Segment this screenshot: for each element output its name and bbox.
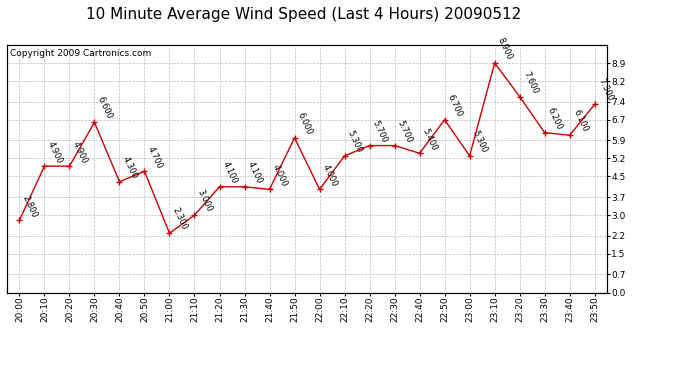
Text: 4.900: 4.900	[46, 140, 64, 165]
Text: 2.300: 2.300	[171, 207, 189, 232]
Text: 2.800: 2.800	[21, 194, 39, 219]
Text: 6.700: 6.700	[446, 93, 464, 118]
Text: 6.100: 6.100	[571, 108, 589, 134]
Text: 5.300: 5.300	[346, 129, 364, 154]
Text: 7.300: 7.300	[596, 78, 614, 103]
Text: 5.400: 5.400	[421, 127, 439, 152]
Text: 4.300: 4.300	[121, 155, 139, 180]
Text: 4.000: 4.000	[271, 163, 289, 188]
Text: 4.000: 4.000	[321, 163, 339, 188]
Text: 7.600: 7.600	[521, 70, 540, 95]
Text: 6.000: 6.000	[296, 111, 314, 136]
Text: 4.100: 4.100	[221, 160, 239, 185]
Text: 6.600: 6.600	[96, 96, 114, 121]
Text: 10 Minute Average Wind Speed (Last 4 Hours) 20090512: 10 Minute Average Wind Speed (Last 4 Hou…	[86, 8, 521, 22]
Text: 6.200: 6.200	[546, 106, 564, 131]
Text: 5.700: 5.700	[371, 119, 389, 144]
Text: 4.700: 4.700	[146, 145, 164, 170]
Text: 4.900: 4.900	[71, 140, 89, 165]
Text: 5.300: 5.300	[471, 129, 489, 154]
Text: 5.700: 5.700	[396, 119, 414, 144]
Text: 8.900: 8.900	[496, 36, 514, 62]
Text: Copyright 2009 Cartronics.com: Copyright 2009 Cartronics.com	[10, 49, 151, 58]
Text: 4.100: 4.100	[246, 160, 264, 185]
Text: 3.000: 3.000	[196, 189, 214, 214]
